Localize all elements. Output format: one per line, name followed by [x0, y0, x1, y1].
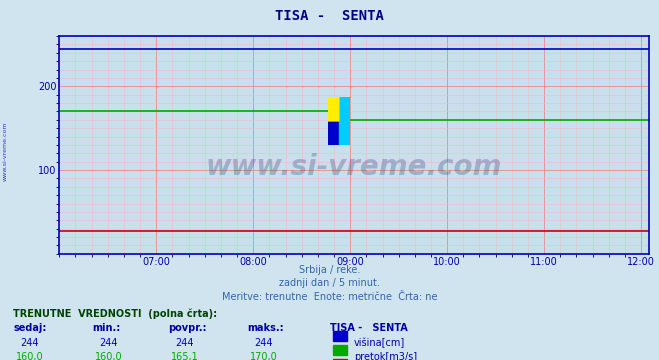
Text: 244: 244: [20, 338, 39, 348]
Text: pretok[m3/s]: pretok[m3/s]: [354, 352, 417, 360]
Text: višina[cm]: višina[cm]: [354, 338, 405, 348]
Text: zadnji dan / 5 minut.: zadnji dan / 5 minut.: [279, 278, 380, 288]
Text: Meritve: trenutne  Enote: metrične  Črta: ne: Meritve: trenutne Enote: metrične Črta: …: [221, 292, 438, 302]
Text: 165,1: 165,1: [171, 352, 198, 360]
Text: min.:: min.:: [92, 323, 121, 333]
Text: 244: 244: [100, 338, 118, 348]
Text: 160,0: 160,0: [95, 352, 123, 360]
Text: 170,0: 170,0: [250, 352, 277, 360]
Text: Srbija / reke.: Srbija / reke.: [299, 265, 360, 275]
Text: www.si-vreme.com: www.si-vreme.com: [3, 121, 8, 181]
Text: povpr.:: povpr.:: [168, 323, 206, 333]
Text: 244: 244: [254, 338, 273, 348]
Text: 244: 244: [175, 338, 194, 348]
Text: maks.:: maks.:: [247, 323, 284, 333]
Text: 160,0: 160,0: [16, 352, 43, 360]
Text: TISA -  SENTA: TISA - SENTA: [275, 9, 384, 23]
Text: sedaj:: sedaj:: [13, 323, 47, 333]
Text: TRENUTNE  VREDNOSTI  (polna črta):: TRENUTNE VREDNOSTI (polna črta):: [13, 309, 217, 319]
Text: www.si-vreme.com: www.si-vreme.com: [206, 153, 502, 181]
Text: TISA -   SENTA: TISA - SENTA: [330, 323, 407, 333]
